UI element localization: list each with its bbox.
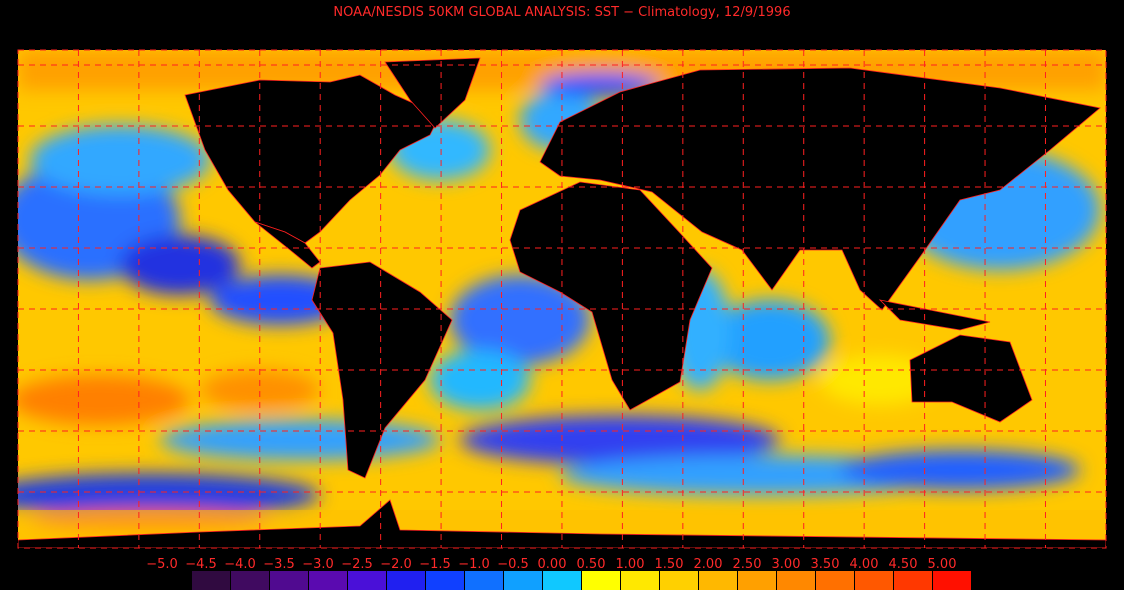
- sst-field: [18, 50, 1106, 548]
- map-title: NOAA/NESDIS 50KM GLOBAL ANALYSIS: SST − …: [333, 5, 790, 20]
- graticule: [18, 50, 1106, 548]
- legend-swatch: [738, 571, 776, 590]
- legend-tick-label: 3.50: [811, 557, 840, 572]
- legend-swatch: [816, 571, 854, 590]
- antarctica: [18, 499, 1106, 548]
- color-legend: −5.0 −4.5 −4.0 −3.5 −3.0 −2.5 −2.0 −1.5 −1.0 −0.5…: [146, 557, 971, 590]
- legend-tick-label: −1.0: [458, 557, 490, 572]
- legend-tick-label: 2.50: [733, 557, 762, 572]
- legend-tick-label: −3.5: [263, 557, 295, 572]
- legend-tick-label: 3.00: [772, 557, 801, 572]
- legend-tick-label: 4.50: [889, 557, 918, 572]
- map-frame: [17, 49, 1107, 549]
- legend-swatch: [348, 571, 386, 590]
- eurasia: [539, 67, 1101, 311]
- legend-tick-label: 1.00: [616, 557, 645, 572]
- legend-tick-label: −5.0: [146, 557, 178, 572]
- legend-swatch: [426, 571, 464, 590]
- legend-tick-label: −4.0: [224, 557, 256, 572]
- legend-swatch: [465, 571, 503, 590]
- legend-tick-label: 0.50: [577, 557, 606, 572]
- legend-swatch: [855, 571, 893, 590]
- africa: [509, 181, 713, 411]
- legend-tick-label: −0.5: [497, 557, 529, 572]
- legend-tick-label: −2.0: [380, 557, 412, 572]
- legend-tick-label: 5.00: [928, 557, 957, 572]
- legend-swatch: [309, 571, 347, 590]
- legend-tick-label: 0.00: [538, 557, 567, 572]
- indonesia: [878, 299, 991, 331]
- legend-tick-label: 1.50: [655, 557, 684, 572]
- legend-swatch: [387, 571, 425, 590]
- legend-swatch: [582, 571, 620, 590]
- legend-swatch: [894, 571, 932, 590]
- legend-tick-label: −4.5: [185, 557, 217, 572]
- legend-tick-label: −3.0: [302, 557, 334, 572]
- legend-swatch: [270, 571, 308, 590]
- legend-swatch: [504, 571, 542, 590]
- north-america: [184, 74, 441, 244]
- legend-swatch: [933, 571, 971, 590]
- legend-swatch: [621, 571, 659, 590]
- legend-tick-label: 4.00: [850, 557, 879, 572]
- legend-swatch: [777, 571, 815, 590]
- legend-swatch: [543, 571, 581, 590]
- legend-swatch: [192, 571, 230, 590]
- legend-tick-label: −2.5: [341, 557, 373, 572]
- australia: [909, 334, 1033, 423]
- legend-swatch: [231, 571, 269, 590]
- legend-swatch: [660, 571, 698, 590]
- legend-tick-label: −1.5: [419, 557, 451, 572]
- legend-tick-label: 2.00: [694, 557, 723, 572]
- legend-swatch: [699, 571, 737, 590]
- greenland: [384, 57, 481, 129]
